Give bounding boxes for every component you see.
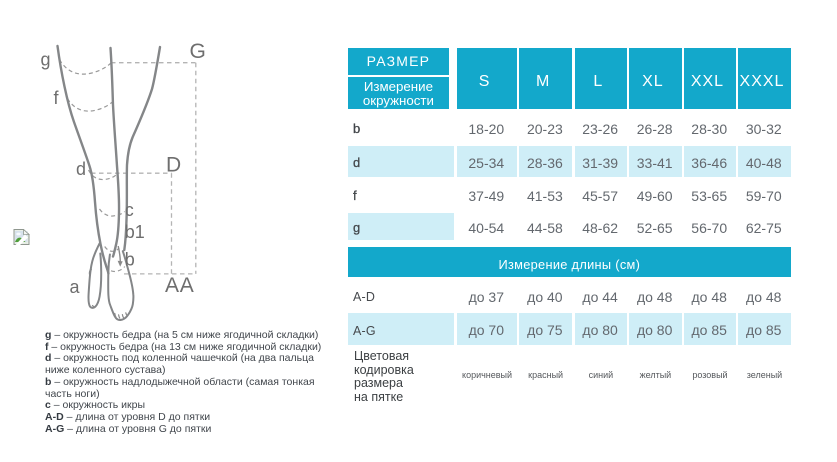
svg-text:a: a xyxy=(70,277,81,297)
svg-text:d: d xyxy=(76,159,86,179)
svg-text:D: D xyxy=(166,154,181,177)
svg-text:f: f xyxy=(54,88,60,108)
svg-text:b1: b1 xyxy=(125,222,145,242)
svg-text:AA: AA xyxy=(165,274,195,297)
svg-text:G: G xyxy=(190,40,206,63)
svg-text:b: b xyxy=(125,250,135,270)
svg-text:c: c xyxy=(125,200,134,220)
svg-text:g: g xyxy=(41,50,51,70)
